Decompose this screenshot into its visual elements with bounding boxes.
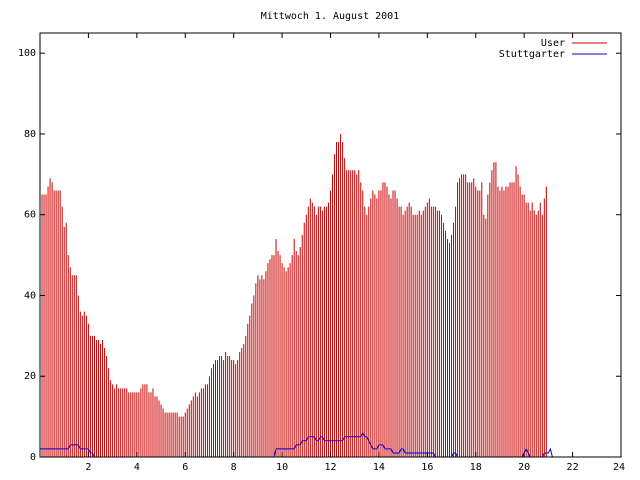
x-tick-label: 10 — [276, 462, 288, 473]
x-tick-label: 8 — [231, 462, 237, 473]
legend-user-label: User — [541, 38, 565, 49]
x-tick-label: 16 — [421, 462, 433, 473]
x-tick-label: 20 — [518, 462, 530, 473]
x-tick-label: 18 — [470, 462, 482, 473]
y-tick-label: 100 — [18, 48, 36, 59]
x-axis: 2 4 6 8 10 12 14 16 18 20 22 24 — [85, 33, 625, 473]
x-tick-label: 14 — [373, 462, 385, 473]
user-bars — [39, 133, 547, 457]
y-tick-label: 20 — [24, 371, 36, 382]
x-tick-label: 22 — [567, 462, 579, 473]
x-tick-label: 6 — [182, 462, 188, 473]
x-tick-label: 2 — [85, 462, 91, 473]
y-tick-label: 40 — [24, 290, 36, 301]
y-tick-label: 80 — [24, 129, 36, 140]
x-tick-label: 24 — [613, 462, 625, 473]
legend-stuttgarter-label: Stuttgarter — [499, 49, 565, 60]
legend: User Stuttgarter — [499, 38, 607, 60]
x-tick-label: 4 — [134, 462, 140, 473]
chart-title: Mittwoch 1. August 2001 — [261, 11, 399, 22]
x-tick-label: 12 — [324, 462, 336, 473]
y-axis: 0 20 40 60 80 100 — [18, 48, 621, 463]
y-tick-label: 60 — [24, 210, 36, 221]
y-tick-label: 0 — [30, 452, 36, 463]
